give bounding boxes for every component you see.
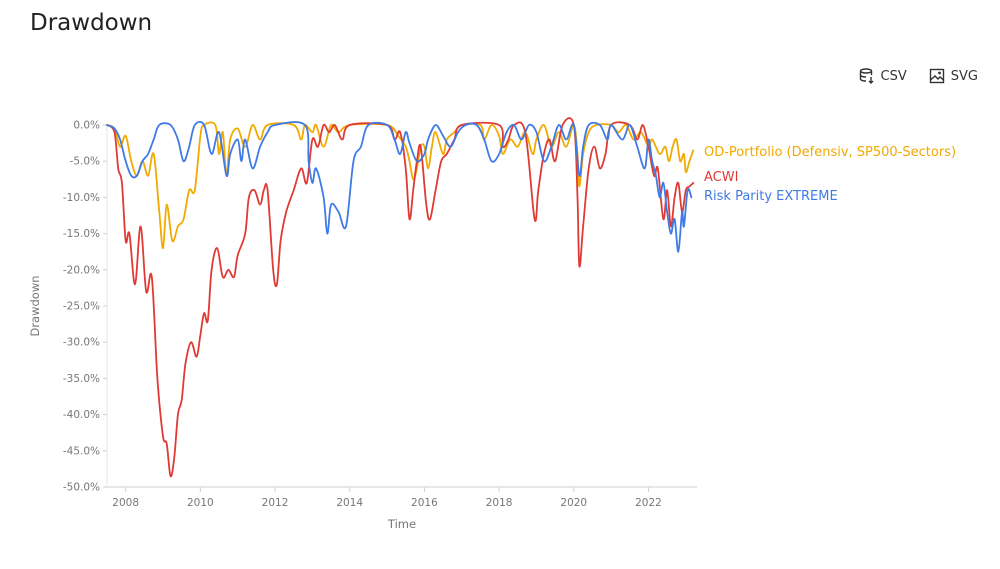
x-tick-label: 2012 [262,497,289,509]
x-axis-ticks: 2008 2010 2012 2014 2016 2018 2020 2022 [112,487,662,509]
x-tick-label: 2020 [560,497,587,509]
y-tick-label: -10.0% [63,192,100,204]
series-labels: OD-Portfolio (Defensiv, SP500-Sectors) AC… [704,145,956,204]
x-tick-label: 2016 [411,497,438,509]
x-tick-label: 2022 [635,497,662,509]
csv-export-label: CSV [880,68,907,84]
series-label-od-portfolio-defensiv-sp500-sectors: OD-Portfolio (Defensiv, SP500-Sectors) [704,145,956,160]
series-line-risk-parity-extreme [106,120,693,253]
x-tick-label: 2018 [486,497,513,509]
y-tick-label: -25.0% [63,301,100,313]
y-tick-label: -5.0% [70,156,100,168]
series-lines [106,117,695,478]
y-tick-label: -40.0% [63,409,100,421]
y-tick-label: -50.0% [63,482,100,494]
y-axis-title: Drawdown [28,275,42,336]
y-tick-label: 0.0% [73,120,100,132]
x-tick-label: 2010 [187,497,214,509]
csv-export-button[interactable]: CSV [859,68,907,84]
series-line-acwi [106,117,695,478]
y-tick-label: -20.0% [63,264,100,276]
y-tick-label: -45.0% [63,445,100,457]
x-axis-title: Time [387,517,416,531]
export-toolbar: CSV SVG [859,68,978,84]
y-axis-ticks: 0.0% -5.0% -10.0% -15.0% -20.0% -25.0% -30.0% -… [63,120,107,494]
database-download-icon [859,68,874,84]
x-tick-label: 2008 [112,497,139,509]
y-tick-label: -30.0% [63,337,100,349]
series-line-od-portfolio-defensiv-sp500-sectors [106,121,695,250]
svg-export-label: SVG [950,68,978,84]
series-label-risk-parity-extreme: Risk Parity EXTREME [704,189,838,204]
page-title: Drawdown [30,10,153,36]
series-label-acwi: ACWI [704,170,738,185]
y-tick-label: -15.0% [63,228,100,240]
image-icon [929,68,944,84]
y-tick-label: -35.0% [63,373,100,385]
x-tick-label: 2014 [336,497,363,509]
svg-export-button[interactable]: SVG [929,68,978,84]
